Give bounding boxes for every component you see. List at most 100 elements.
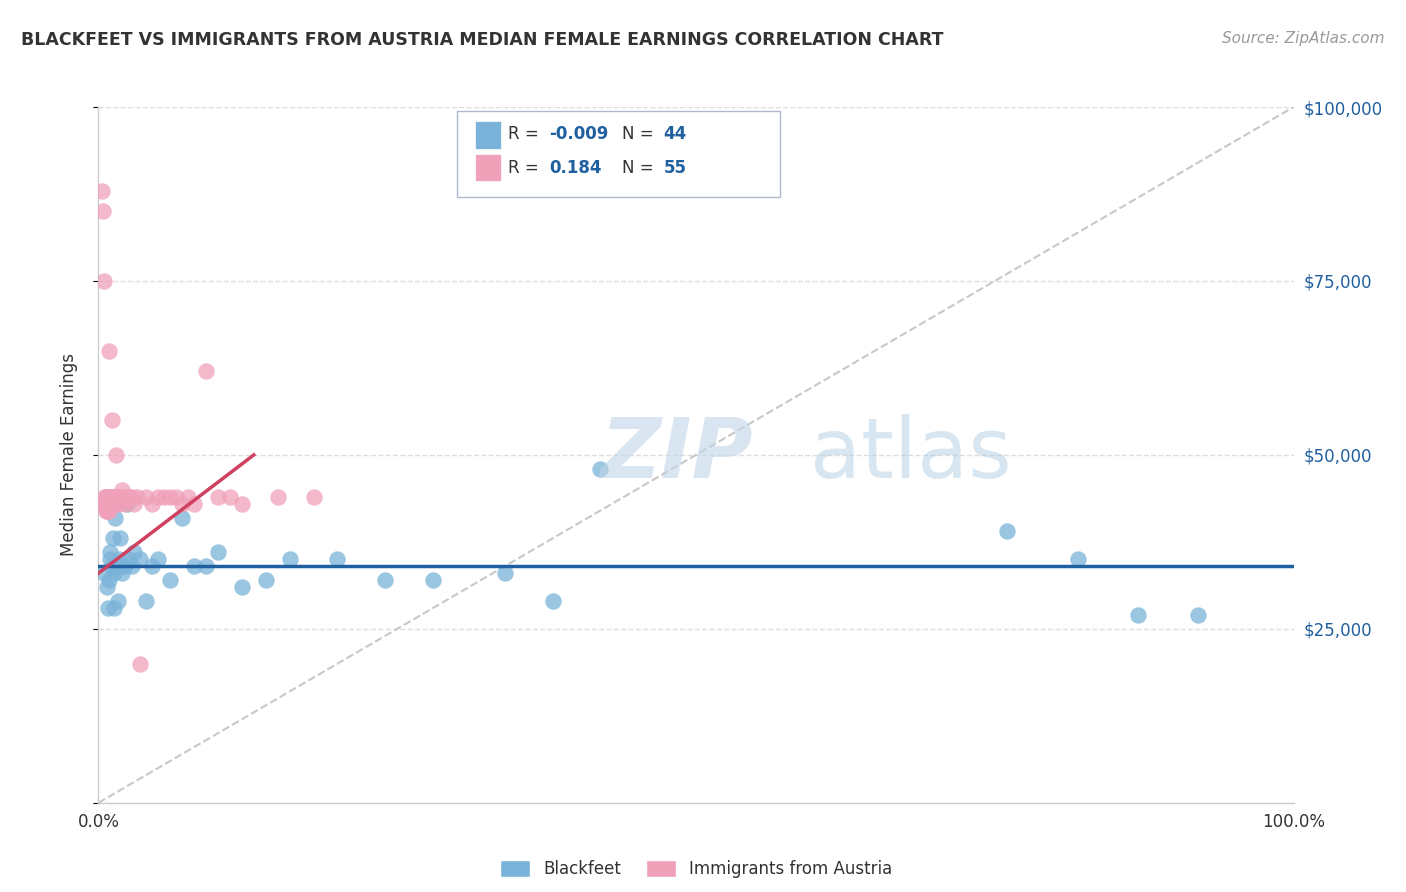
Text: ZIP: ZIP bbox=[600, 415, 754, 495]
Point bbox=[101, 490, 124, 504]
Point bbox=[115, 490, 138, 504]
Text: 0.184: 0.184 bbox=[548, 159, 602, 177]
Point bbox=[172, 510, 194, 524]
Point bbox=[111, 566, 134, 581]
Point bbox=[995, 524, 1018, 539]
Point bbox=[101, 497, 124, 511]
Point bbox=[135, 594, 157, 608]
Point bbox=[1128, 607, 1150, 622]
Point bbox=[231, 580, 253, 594]
Point bbox=[97, 490, 120, 504]
Point bbox=[141, 497, 163, 511]
Point bbox=[98, 552, 122, 566]
Point bbox=[103, 497, 125, 511]
Text: N =: N = bbox=[621, 125, 659, 144]
Point bbox=[97, 490, 120, 504]
Point bbox=[98, 545, 122, 559]
Point bbox=[107, 497, 129, 511]
Point bbox=[91, 184, 114, 198]
Point bbox=[97, 497, 120, 511]
FancyBboxPatch shape bbox=[457, 111, 780, 197]
Text: BLACKFEET VS IMMIGRANTS FROM AUSTRIA MEDIAN FEMALE EARNINGS CORRELATION CHART: BLACKFEET VS IMMIGRANTS FROM AUSTRIA MED… bbox=[21, 31, 943, 49]
Point bbox=[107, 552, 129, 566]
Text: Source: ZipAtlas.com: Source: ZipAtlas.com bbox=[1222, 31, 1385, 46]
Point bbox=[98, 497, 122, 511]
Point bbox=[183, 559, 205, 574]
Point bbox=[278, 552, 301, 566]
Point bbox=[125, 490, 148, 504]
Point bbox=[159, 573, 181, 587]
Text: N =: N = bbox=[621, 159, 659, 177]
Text: 55: 55 bbox=[664, 159, 686, 177]
Point bbox=[219, 490, 242, 504]
Point bbox=[104, 510, 127, 524]
Point bbox=[135, 490, 157, 504]
Point bbox=[98, 490, 122, 504]
Point bbox=[118, 490, 141, 504]
Point bbox=[148, 552, 170, 566]
Text: R =: R = bbox=[509, 159, 550, 177]
Point bbox=[494, 566, 516, 581]
Bar bbox=[475, 121, 501, 149]
Point bbox=[194, 559, 218, 574]
Point bbox=[1067, 552, 1090, 566]
Point bbox=[98, 343, 121, 358]
Point bbox=[177, 490, 200, 504]
Point bbox=[121, 490, 143, 504]
Point bbox=[141, 559, 163, 574]
Point bbox=[159, 490, 181, 504]
Point bbox=[267, 490, 290, 504]
Point bbox=[105, 559, 128, 574]
Point bbox=[93, 566, 115, 581]
Point bbox=[96, 490, 118, 504]
Point bbox=[114, 497, 136, 511]
Point bbox=[103, 566, 125, 581]
Point bbox=[104, 490, 127, 504]
Y-axis label: Median Female Earnings: Median Female Earnings bbox=[59, 353, 77, 557]
Legend: Blackfeet, Immigrants from Austria: Blackfeet, Immigrants from Austria bbox=[494, 854, 898, 885]
Point bbox=[96, 503, 118, 517]
Point bbox=[98, 497, 122, 511]
Point bbox=[114, 559, 136, 574]
Point bbox=[96, 580, 118, 594]
Point bbox=[129, 552, 152, 566]
Point bbox=[129, 657, 152, 671]
Text: -0.009: -0.009 bbox=[548, 125, 609, 144]
Point bbox=[100, 413, 122, 427]
Point bbox=[93, 490, 115, 504]
Point bbox=[111, 483, 134, 497]
Point bbox=[172, 497, 194, 511]
Bar bbox=[475, 153, 501, 181]
Point bbox=[148, 490, 170, 504]
Point bbox=[124, 497, 146, 511]
Point bbox=[110, 559, 132, 574]
Point bbox=[91, 204, 114, 219]
Point bbox=[108, 532, 131, 546]
Point bbox=[165, 490, 187, 504]
Point bbox=[105, 448, 128, 462]
Point bbox=[96, 497, 118, 511]
Point bbox=[98, 490, 121, 504]
Point bbox=[98, 503, 121, 517]
Point bbox=[98, 573, 121, 587]
Point bbox=[94, 503, 117, 517]
Point bbox=[121, 559, 143, 574]
Text: atlas: atlas bbox=[810, 415, 1011, 495]
Point bbox=[103, 490, 125, 504]
Point bbox=[422, 573, 444, 587]
Point bbox=[101, 532, 124, 546]
Point bbox=[124, 545, 146, 559]
Point bbox=[110, 490, 132, 504]
Point bbox=[97, 601, 120, 615]
Point bbox=[94, 490, 117, 504]
Point bbox=[326, 552, 349, 566]
Point bbox=[115, 497, 138, 511]
Point bbox=[118, 552, 141, 566]
Point bbox=[302, 490, 325, 504]
Text: 44: 44 bbox=[664, 125, 688, 144]
Point bbox=[108, 490, 131, 504]
Point bbox=[153, 490, 176, 504]
Point bbox=[589, 462, 612, 476]
Point bbox=[183, 497, 205, 511]
Point bbox=[541, 594, 564, 608]
